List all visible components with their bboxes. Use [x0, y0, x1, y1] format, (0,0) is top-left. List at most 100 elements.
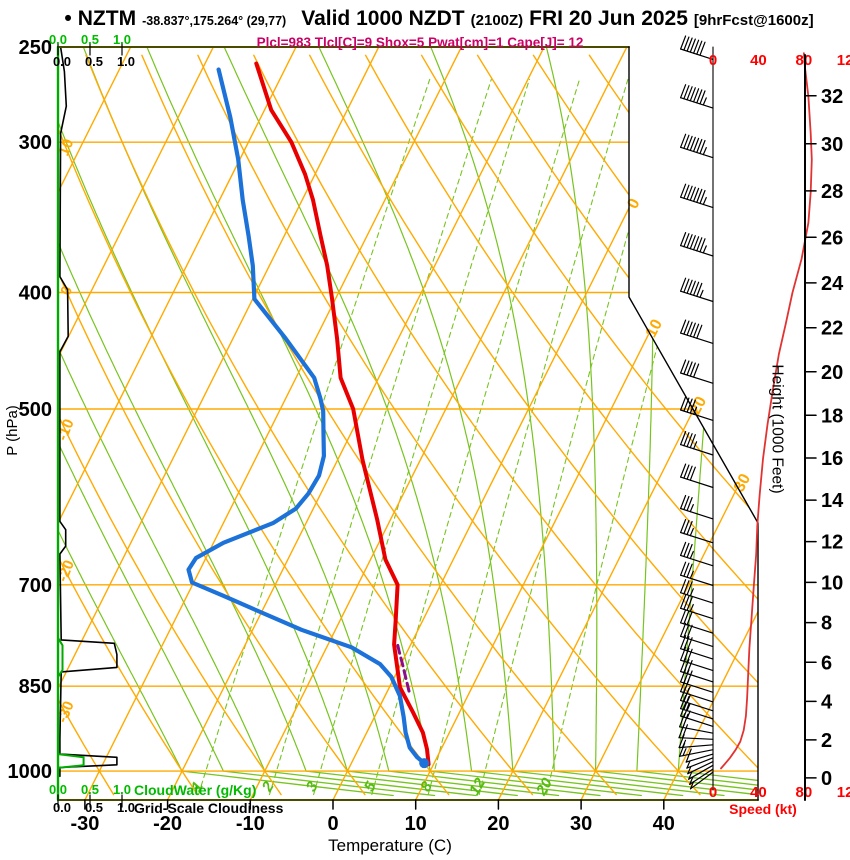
- wind-barb-half-feather: [689, 781, 695, 790]
- height-tick-label: 6: [821, 652, 832, 674]
- wind-barb-feather: [686, 234, 693, 249]
- model-name: NZTM: [77, 7, 137, 30]
- mixing-ratio-lines: [197, 78, 730, 796]
- wind-barb-feather: [689, 235, 696, 250]
- wind-barb-shaft: [679, 699, 714, 712]
- grid-scale-tick-top: 0.0: [53, 54, 71, 69]
- wind-barb-shaft: [679, 622, 714, 634]
- isotherm: [58, 47, 380, 800]
- wind-barb-shaft: [679, 670, 714, 683]
- wind-barb-half-feather: [689, 603, 694, 613]
- wind-barb-feather: [696, 89, 703, 104]
- wind-barb-half-feather: [687, 766, 692, 775]
- height-tick-label: 10: [821, 572, 843, 594]
- wind-barb-half-feather: [686, 760, 691, 769]
- wind-barb-feather: [686, 361, 693, 376]
- pressure-tick-labels: 250 300 400 500 700 850 1000: [8, 37, 53, 783]
- height-tick-label: 30: [821, 134, 843, 156]
- wind-barb-shaft: [678, 737, 714, 740]
- valid-time: Valid 1000 NZDT: [301, 7, 465, 30]
- wind-barb-feather: [696, 324, 703, 339]
- pressure-tick: 1000: [8, 761, 53, 783]
- wind-barb-feather: [679, 694, 687, 710]
- wind-barb-feather: [686, 433, 693, 448]
- pressure-axis-label: P (hPa): [3, 405, 21, 456]
- wind-barb-feather: [683, 320, 690, 335]
- wind-barb-feather: [679, 518, 687, 534]
- cloud-water-profile: [58, 47, 85, 779]
- temp-tick-label: -30: [70, 813, 99, 835]
- wind-barb-half-feather: [702, 245, 707, 254]
- height-tick-label: 0: [821, 768, 832, 790]
- wind-barb-half-feather: [689, 570, 694, 579]
- dry-adiabat: [253, 54, 758, 796]
- wind-barb-shaft: [679, 648, 714, 660]
- speed-axis-label: Speed (kt): [729, 801, 797, 817]
- bullet-icon: •: [64, 7, 72, 30]
- mixing-ratio-line: [427, 78, 629, 796]
- wind-barb-feather: [696, 138, 703, 154]
- grid-scale-tick-top: 1.0: [117, 54, 135, 69]
- wind-barb-feather: [678, 713, 686, 728]
- wind-barb-shaft: [679, 554, 714, 567]
- height-tick-label: 26: [821, 227, 843, 249]
- wind-barb-feather: [678, 724, 685, 739]
- height-tick-label: 16: [821, 448, 843, 470]
- wind-barb-feather: [679, 319, 687, 334]
- grid-scale-tick-bottom: 1.0: [117, 800, 135, 815]
- wind-barb-feather: [686, 37, 693, 52]
- height-tick-label: 8: [821, 613, 832, 635]
- wind-barb-feather: [683, 636, 690, 651]
- dry-adiabat: [532, 54, 758, 796]
- cloudwater-scale-tick-top: 0.5: [81, 32, 99, 47]
- wind-barb-feather: [679, 635, 687, 650]
- height-tick-label: 24: [821, 273, 844, 295]
- wind-barb-feather: [686, 611, 693, 626]
- wind-barb-shaft: [689, 771, 714, 790]
- wind-barb-half-feather: [686, 702, 691, 712]
- moist-adiabat: [81, 47, 601, 797]
- grid-coordinates: -38.837°,175.264° (29,77): [142, 14, 287, 28]
- speed-tick-top: 120: [837, 52, 850, 69]
- grid-cloudiness-profile: [59, 47, 118, 778]
- wind-barb-feather: [686, 497, 693, 512]
- mixing-ratio-line: [478, 78, 672, 796]
- wind-barb-feather: [683, 278, 690, 293]
- wind-barb-feather: [689, 434, 696, 449]
- wind-barb-feather: [683, 595, 690, 611]
- height-tick-label: 4: [821, 691, 833, 713]
- pressure-tick: 300: [19, 132, 52, 154]
- wind-barb-feather: [679, 579, 687, 594]
- isotherm: [497, 47, 758, 800]
- height-tick-label: 22: [821, 318, 843, 340]
- wind-barb-feather: [679, 541, 687, 557]
- isotherm-label: 0: [624, 196, 643, 212]
- wind-barb-half-feather: [702, 97, 707, 106]
- height-tick-label: 18: [821, 405, 843, 427]
- right-border: [628, 46, 759, 801]
- wind-barb-feather: [699, 139, 706, 155]
- grid-cloudiness-scale-label: Grid-Scale Cloudiness: [134, 800, 284, 816]
- wind-barb-shaft: [679, 592, 714, 604]
- cloudwater-scale-tick-bottom: 1.0: [113, 782, 131, 797]
- wind-barb-feather: [683, 134, 690, 149]
- chart-title: • NZTM -38.837°,175.264° (29,77) Valid 1…: [0, 7, 850, 31]
- dry-adiabat: [476, 54, 758, 796]
- dry-adiabat: [85, 54, 534, 796]
- wind-barb-shaft: [679, 659, 714, 672]
- wind-barb-feather: [679, 686, 687, 702]
- temperature-curve: [254, 61, 431, 767]
- speed-scale: 0040408080120120: [709, 52, 850, 801]
- wind-barb-feather: [683, 233, 690, 248]
- zulu-time: (2100Z): [470, 12, 524, 29]
- pressure-tick: 400: [19, 282, 52, 304]
- mixing-ratio-line: [268, 78, 492, 796]
- mixing-ratio-line: [371, 78, 581, 796]
- wind-barb-half-feather: [692, 406, 698, 415]
- dry-adiabat: [197, 54, 701, 796]
- wind-barb-feather: [683, 562, 690, 577]
- cloudwater-scale-tick-top: 0.0: [49, 32, 67, 47]
- cloudwater-scale-label: CloudWater (g/Kg): [134, 782, 257, 798]
- wind-barb-feather: [686, 543, 693, 559]
- wind-barb-feather: [686, 465, 693, 480]
